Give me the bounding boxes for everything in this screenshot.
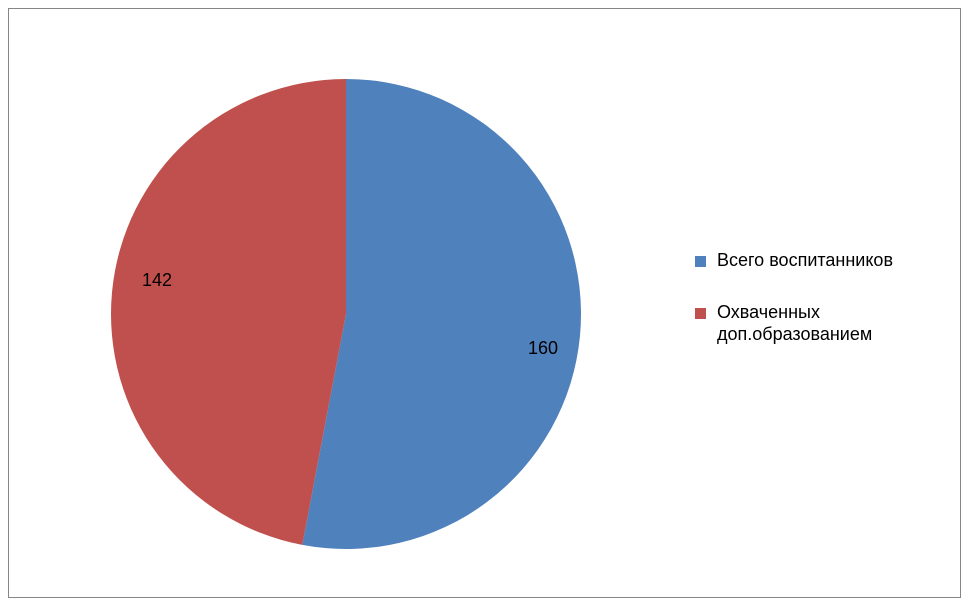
legend-swatch-total-pupils (695, 256, 706, 267)
chart-legend: Всего воспитанников Охваченных доп.образ… (695, 249, 965, 375)
pie-slice-covered-pupils (110, 79, 346, 545)
data-label-covered-pupils: 142 (142, 270, 172, 290)
data-label-total-pupils: 160 (528, 338, 558, 358)
pie-slice-total-pupils (302, 79, 581, 549)
pie-chart: 160 142 (110, 79, 581, 549)
legend-label-total-pupils: Всего воспитанников (717, 250, 894, 270)
legend-swatch-covered-pupils (695, 308, 706, 319)
legend-label-covered-pupils: Охваченных доп.образованием (717, 302, 873, 344)
chart-area: 160 142 Всего воспитанников Охваченных до… (8, 8, 961, 598)
legend-item-covered-pupils: Охваченных доп.образованием (695, 301, 965, 345)
legend-item-total-pupils: Всего воспитанников (695, 249, 965, 271)
